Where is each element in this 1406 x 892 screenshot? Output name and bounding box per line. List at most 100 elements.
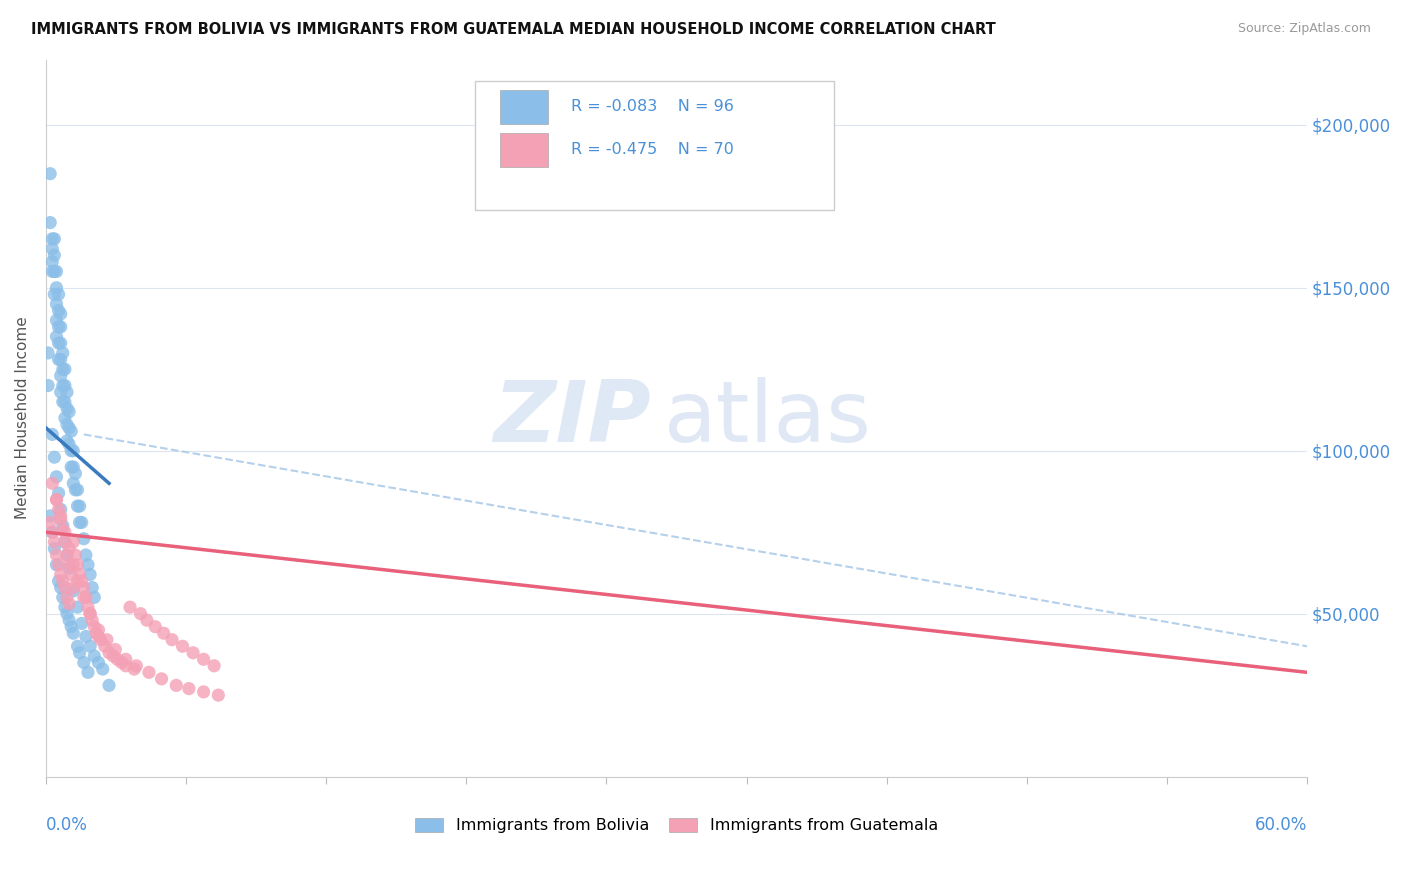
Point bbox=[65, 548, 87, 562]
Point bbox=[66, 600, 89, 615]
Point bbox=[45, 558, 67, 572]
Point bbox=[73, 532, 96, 546]
Point bbox=[56, 434, 79, 448]
Point bbox=[73, 656, 96, 670]
Point bbox=[39, 216, 62, 230]
Point bbox=[75, 591, 97, 605]
Point bbox=[62, 535, 84, 549]
Point bbox=[56, 385, 79, 400]
Text: ZIP: ZIP bbox=[494, 376, 651, 459]
Point bbox=[66, 499, 89, 513]
Point bbox=[53, 600, 76, 615]
Text: R = -0.083    N = 96: R = -0.083 N = 96 bbox=[571, 99, 734, 114]
Point bbox=[41, 254, 63, 268]
Point bbox=[56, 591, 79, 605]
Bar bbox=[501, 90, 548, 124]
Point bbox=[52, 574, 75, 588]
Point bbox=[98, 678, 121, 692]
Point bbox=[66, 483, 89, 497]
Point bbox=[69, 516, 91, 530]
Point bbox=[45, 281, 67, 295]
Point bbox=[56, 607, 79, 621]
Point bbox=[41, 427, 63, 442]
Point bbox=[48, 319, 70, 334]
Point bbox=[150, 672, 173, 686]
Point bbox=[56, 401, 79, 416]
Point bbox=[62, 583, 84, 598]
Point bbox=[49, 319, 72, 334]
Point bbox=[49, 581, 72, 595]
Point bbox=[41, 476, 63, 491]
Point bbox=[58, 561, 80, 575]
Point bbox=[53, 581, 76, 595]
Point bbox=[79, 567, 101, 582]
Point bbox=[69, 499, 91, 513]
Point bbox=[79, 607, 101, 621]
Point bbox=[122, 662, 145, 676]
Point bbox=[77, 600, 100, 615]
Point bbox=[52, 378, 75, 392]
Point bbox=[49, 512, 72, 526]
Point bbox=[82, 613, 104, 627]
Point bbox=[49, 508, 72, 523]
Point bbox=[45, 470, 67, 484]
Point bbox=[79, 607, 101, 621]
Bar bbox=[501, 133, 548, 167]
Point bbox=[48, 558, 70, 572]
Point bbox=[44, 450, 66, 465]
Point bbox=[62, 581, 84, 595]
Point bbox=[111, 656, 134, 670]
Point bbox=[98, 646, 121, 660]
Point bbox=[52, 518, 75, 533]
Point bbox=[56, 548, 79, 562]
Point bbox=[52, 346, 75, 360]
Point bbox=[60, 443, 83, 458]
Point bbox=[125, 658, 148, 673]
Point bbox=[41, 264, 63, 278]
Point bbox=[53, 394, 76, 409]
Point bbox=[160, 632, 183, 647]
Point bbox=[69, 567, 91, 582]
Point bbox=[83, 591, 105, 605]
Point bbox=[53, 378, 76, 392]
Point bbox=[37, 378, 59, 392]
Point bbox=[58, 541, 80, 556]
Point bbox=[60, 620, 83, 634]
Point bbox=[75, 548, 97, 562]
Text: IMMIGRANTS FROM BOLIVIA VS IMMIGRANTS FROM GUATEMALA MEDIAN HOUSEHOLD INCOME COR: IMMIGRANTS FROM BOLIVIA VS IMMIGRANTS FR… bbox=[31, 22, 995, 37]
Point bbox=[73, 591, 96, 605]
Point bbox=[44, 264, 66, 278]
FancyBboxPatch shape bbox=[475, 81, 834, 211]
Text: 0.0%: 0.0% bbox=[46, 816, 87, 834]
Point bbox=[138, 665, 160, 680]
Point bbox=[87, 630, 110, 644]
Legend: Immigrants from Bolivia, Immigrants from Guatemala: Immigrants from Bolivia, Immigrants from… bbox=[415, 818, 938, 833]
Point bbox=[48, 303, 70, 318]
Point bbox=[135, 613, 157, 627]
Point bbox=[77, 558, 100, 572]
Point bbox=[62, 443, 84, 458]
Point bbox=[118, 600, 141, 615]
Point bbox=[90, 632, 112, 647]
Point bbox=[60, 460, 83, 475]
Point bbox=[37, 346, 59, 360]
Point bbox=[45, 548, 67, 562]
Point bbox=[65, 467, 87, 481]
Point bbox=[56, 548, 79, 562]
Point bbox=[77, 665, 100, 680]
Point bbox=[48, 352, 70, 367]
Point bbox=[58, 421, 80, 435]
Point bbox=[44, 535, 66, 549]
Point bbox=[44, 541, 66, 556]
Point bbox=[66, 558, 89, 572]
Point bbox=[66, 640, 89, 654]
Point bbox=[52, 362, 75, 376]
Point bbox=[115, 658, 138, 673]
Point bbox=[45, 264, 67, 278]
Point bbox=[49, 368, 72, 383]
Point bbox=[193, 652, 215, 666]
Point bbox=[62, 626, 84, 640]
Point bbox=[49, 352, 72, 367]
Point bbox=[82, 581, 104, 595]
Point bbox=[60, 567, 83, 582]
